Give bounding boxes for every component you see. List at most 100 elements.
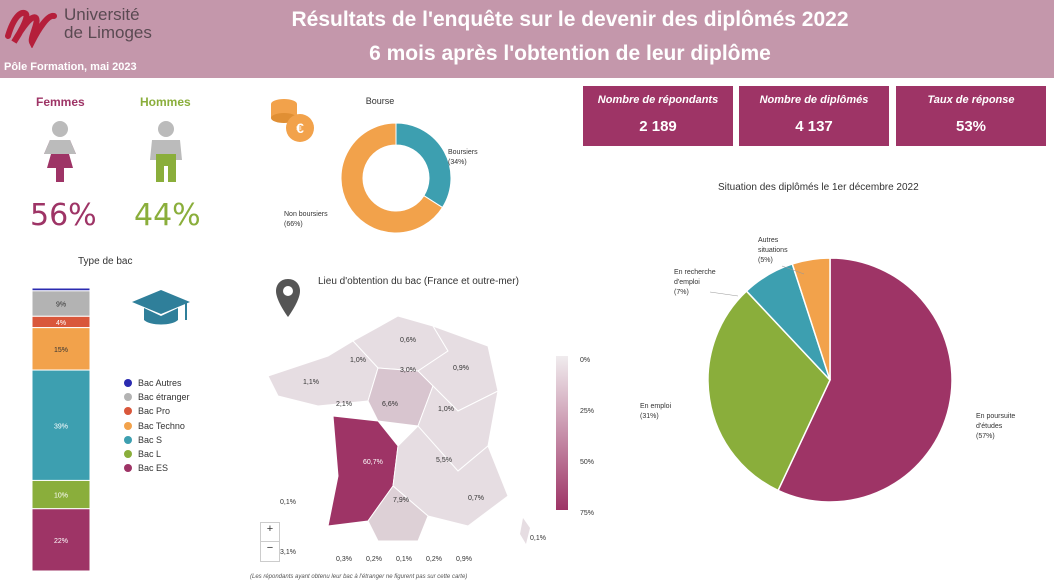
man-icon <box>150 121 182 182</box>
bourse-donut-chart: Bourse Boursiers (34%) Non boursiers (66%) <box>284 96 478 234</box>
map-zoom-out-button[interactable]: − <box>266 542 274 554</box>
bac-segment-label-1: 9% <box>56 302 66 309</box>
kpi-respondents: Nombre de répondants 2 189 <box>583 86 733 146</box>
bac-segment-4 <box>31 369 91 481</box>
map-region-corsica <box>520 518 530 544</box>
svg-text:€: € <box>296 120 304 136</box>
bac-segment-label-4: 39% <box>54 423 68 430</box>
header-banner: Université de Limoges Pôle Formation, ma… <box>0 0 1054 78</box>
bac-legend-label: Bac ES <box>138 463 169 474</box>
map-title: Lieu d'obtention du bac (France et outre… <box>318 276 519 287</box>
pole-formation-date: Pôle Formation, mai 2023 <box>4 61 137 73</box>
map-zoom-in-button[interactable]: + <box>261 523 279 542</box>
map-region-west <box>267 340 379 407</box>
map-region-value-label: 6,6% <box>382 401 398 408</box>
map-region-value-label: 0,3% <box>336 556 352 563</box>
university-name-line2: de Limoges <box>64 23 152 42</box>
page-title: Résultats de l'enquête sur le devenir de… <box>291 8 849 31</box>
bac-segment-label-5: 10% <box>54 493 68 500</box>
france-map: 0,6% 1,0% 3,0% 0,9% 1,1% 2,1% 6,6% 1,0% 60,7% 5,5… <box>267 315 546 563</box>
bac-segment-label-2: 4% <box>56 320 66 327</box>
bac-legend-swatch <box>124 435 132 444</box>
map-region-value-label: 3,1% <box>280 549 296 556</box>
bourse-slice-non-boursiers <box>340 122 444 234</box>
university-name: Université de Limoges <box>64 6 152 42</box>
kpi-response-rate-label: Taux de réponse <box>927 94 1015 106</box>
map-region-value-label: 0,9% <box>456 556 472 563</box>
situation-pie-chart: En poursuite d'études (57%) En emploi (31%) E… <box>640 237 1015 503</box>
bac-chart-title: Type de bac <box>78 256 133 267</box>
situation-label-autres: Autres situations (5%) <box>758 237 788 264</box>
kpi-respondents-label: Nombre de répondants <box>597 94 719 106</box>
situation-slice-poursuite-etudes <box>777 257 953 503</box>
map-footnote: (Les répondants ayant obtenu leur bac à … <box>250 574 468 580</box>
map-region-value-label: 0,9% <box>453 365 469 372</box>
bac-segment-label-3: 15% <box>54 347 68 354</box>
map-region-value-label: 0,7% <box>468 495 484 502</box>
bac-stacked-bar: 9% 4% 15% 39% 10% 22% <box>31 287 91 572</box>
situation-chart-title: Situation des diplômés le 1er décembre 2… <box>718 182 919 193</box>
bac-legend-item: Bac Techno <box>124 421 185 431</box>
map-region-value-label: 0,2% <box>366 556 382 563</box>
kpi-respondents-value: 2 189 <box>639 118 677 135</box>
map-region-value-label: 5,5% <box>436 457 452 464</box>
bac-legend-swatch <box>124 464 132 473</box>
map-region-value-label: 0,6% <box>400 337 416 344</box>
map-region-value-label: 3,0% <box>400 367 416 374</box>
bourse-label-non-boursiers: Non boursiers (66%) <box>284 211 328 228</box>
map-region-value-label: 0,1% <box>396 556 412 563</box>
bac-legend-label: Bac Techno <box>138 420 185 431</box>
coins-icon: € <box>271 99 314 142</box>
map-color-scale: 0% 25% 50% 75% <box>556 356 594 517</box>
femmes-percentage: 56% <box>30 198 97 233</box>
bourse-label-boursiers: Boursiers (34%) <box>448 149 478 166</box>
location-pin-icon <box>276 279 300 317</box>
bourse-chart-title: Bourse <box>366 96 395 106</box>
situation-label-recherche-emploi: En recherche d'emploi (7%) <box>674 269 716 296</box>
map-region-south <box>367 485 429 542</box>
university-name-line1: Université <box>64 5 140 24</box>
bac-legend-label: Bac L <box>138 449 162 459</box>
bac-legend-item: Bac S <box>124 435 162 445</box>
bac-segment-1 <box>31 290 91 317</box>
bac-legend-item: Bac étranger <box>124 392 190 402</box>
map-region-value-label: 2,1% <box>336 401 352 408</box>
bac-legend-swatch <box>124 407 132 416</box>
map-region-value-label: 1,0% <box>350 357 366 364</box>
bac-legend-swatch <box>124 379 132 387</box>
femmes-label: Femmes <box>36 95 85 109</box>
kpi-graduates-value: 4 137 <box>795 118 833 135</box>
bac-legend-item: Bac Autres <box>124 378 182 388</box>
situation-slice-autres <box>791 257 831 381</box>
bac-segment-label-6: 22% <box>54 538 68 545</box>
woman-icon <box>44 121 76 182</box>
bourse-slice-boursiers <box>395 122 452 209</box>
bac-segment-6 <box>31 508 91 572</box>
bac-legend-label: Bac Pro <box>138 406 171 417</box>
kpi-response-rate-value: 53% <box>955 118 987 135</box>
university-logo <box>5 9 57 48</box>
bac-legend-item: Bac L <box>124 449 161 459</box>
map-region-value-label: 1,1% <box>303 379 319 386</box>
situation-label-emploi: En emploi (31%) <box>640 403 672 420</box>
kpi-graduates: Nombre de diplômés 4 137 <box>739 86 889 146</box>
map-scale-tick-label: 75% <box>580 510 594 517</box>
bac-legend-swatch <box>124 450 132 458</box>
bac-segment-3 <box>31 327 91 371</box>
map-scale-tick-label: 50% <box>580 459 594 466</box>
map-scale-tick-label: 0% <box>580 357 590 364</box>
map-region-value-label: 0,1% <box>280 499 296 506</box>
map-region-value-label: 7,9% <box>393 497 409 504</box>
bac-legend-item: Bac ES <box>124 463 168 473</box>
map-region-value-label: 0,1% <box>530 535 546 542</box>
bac-legend-swatch <box>124 421 132 430</box>
bac-legend-item: Bac Pro <box>124 406 170 416</box>
map-zoom-control: + − <box>260 522 280 562</box>
situation-slice-emploi <box>707 290 831 492</box>
bac-legend-swatch <box>124 393 132 402</box>
map-region-value-label: 1,0% <box>438 406 454 413</box>
bac-legend-label: Bac étranger <box>138 392 190 403</box>
kpi-response-rate: Taux de réponse 53% <box>896 86 1046 146</box>
hommes-label: Hommes <box>140 95 191 109</box>
situation-label-poursuite-etudes: En poursuite d'études (57%) <box>976 413 1015 440</box>
